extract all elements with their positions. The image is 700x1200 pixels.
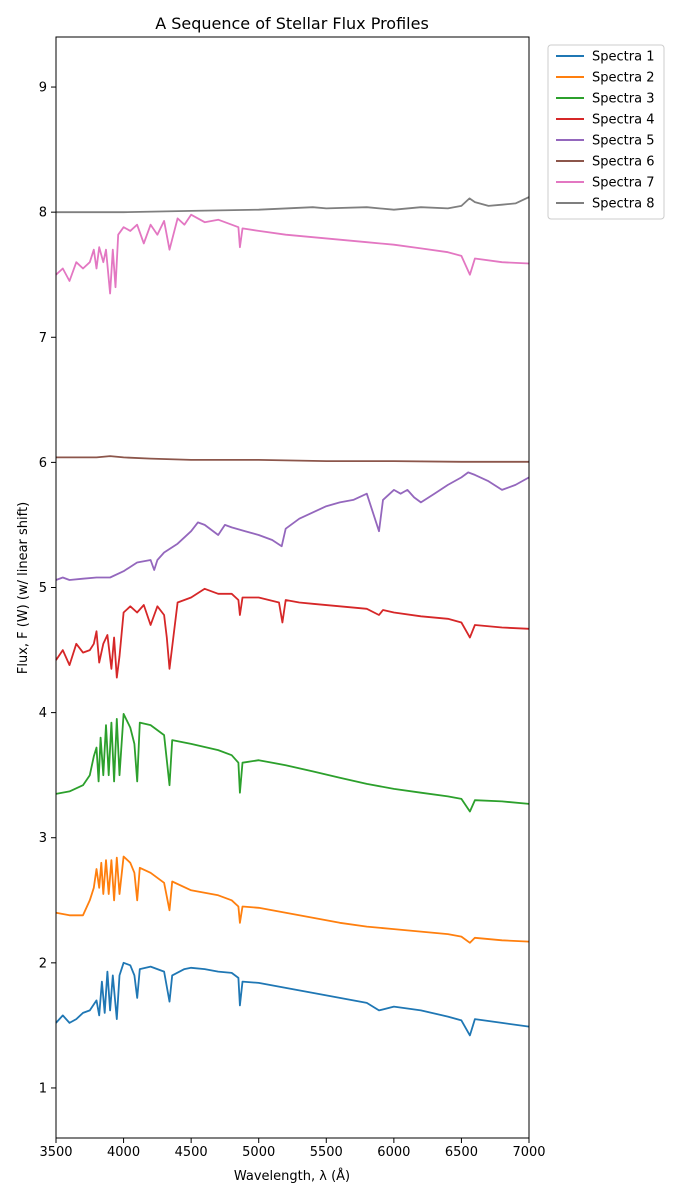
series-line-6 bbox=[56, 455, 529, 463]
y-tick-label: 9 bbox=[39, 81, 47, 96]
y-tick-label: 5 bbox=[39, 581, 47, 596]
y-axis: 1 2 3 4 5 6 7 8 9 bbox=[39, 81, 56, 1096]
legend-label: Spectra 1 bbox=[592, 50, 654, 65]
x-tick-label: 7000 bbox=[512, 1145, 545, 1160]
y-tick-label: 1 bbox=[39, 1081, 47, 1096]
legend-label: Spectra 7 bbox=[592, 176, 654, 191]
legend: Spectra 1 Spectra 2 Spectra 3 Spectra 4 Spec… bbox=[547, 44, 665, 220]
y-tick-label: 6 bbox=[39, 456, 47, 471]
series-layer bbox=[55, 196, 530, 1037]
series-line-2 bbox=[55, 855, 530, 944]
x-tick-label: 5500 bbox=[310, 1145, 343, 1160]
series-line-3 bbox=[55, 713, 530, 813]
series-line-1 bbox=[55, 961, 530, 1037]
plot-frame bbox=[55, 36, 530, 1139]
y-tick-label: 3 bbox=[39, 831, 47, 846]
series-line-7 bbox=[55, 213, 530, 295]
x-tick-label: 4000 bbox=[107, 1145, 140, 1160]
legend-label: Spectra 3 bbox=[592, 92, 654, 107]
y-tick-label: 4 bbox=[39, 706, 47, 721]
legend-label: Spectra 5 bbox=[592, 134, 654, 149]
legend-box bbox=[547, 44, 665, 220]
x-tick-label: 4500 bbox=[175, 1145, 208, 1160]
y-tick-label: 8 bbox=[39, 206, 47, 221]
y-tick-label: 2 bbox=[39, 956, 47, 971]
series-line-4 bbox=[55, 587, 530, 679]
chart-title: A Sequence of Stellar Flux Profiles bbox=[155, 14, 429, 33]
x-tick-label: 6000 bbox=[377, 1145, 410, 1160]
legend-label: Spectra 2 bbox=[592, 71, 654, 86]
series-line-8 bbox=[56, 196, 530, 214]
x-axis-label: Wavelength, λ (Å) bbox=[234, 1168, 350, 1184]
legend-label: Spectra 6 bbox=[592, 155, 654, 170]
y-axis-label: Flux, F (W) (w/ linear shift) bbox=[16, 502, 31, 674]
x-tick-label: 3500 bbox=[39, 1145, 72, 1160]
x-tick-label: 5000 bbox=[242, 1145, 275, 1160]
x-axis: 3500 4000 4500 5000 5500 6000 6500 7000 bbox=[39, 1138, 546, 1160]
legend-label: Spectra 4 bbox=[592, 113, 654, 128]
y-tick-label: 7 bbox=[39, 331, 47, 346]
series-line-5 bbox=[55, 471, 530, 581]
x-tick-label: 6500 bbox=[445, 1145, 478, 1160]
legend-label: Spectra 8 bbox=[592, 197, 654, 212]
